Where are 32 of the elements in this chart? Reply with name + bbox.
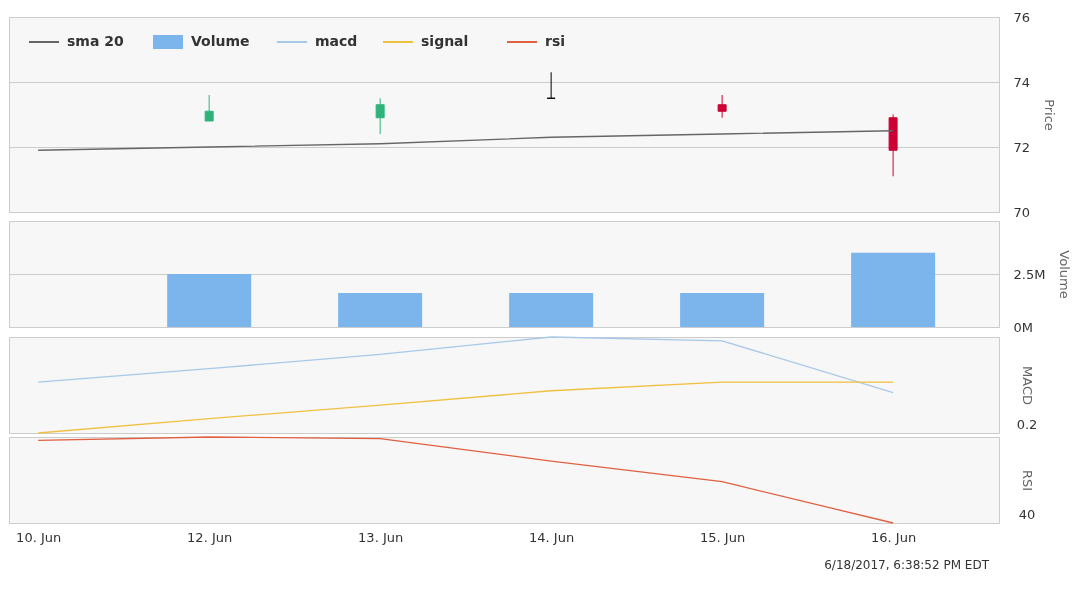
legend-label: macd (315, 33, 358, 49)
x-tick-label: 14. Jun (529, 529, 575, 545)
legend-label: signal (421, 33, 469, 49)
bar (851, 252, 936, 327)
text: 0.2 (1016, 417, 1038, 432)
y-tick-label: 70 (1013, 204, 1031, 220)
text: 40 (1018, 507, 1036, 522)
x-tick-label: 12. Jun (187, 529, 233, 545)
bar (509, 293, 594, 327)
bar (167, 274, 252, 327)
y-tick-label: 76 (1013, 9, 1031, 25)
y-tick-label: 2.5M (1013, 266, 1046, 282)
x-tick-label: 13. Jun (358, 529, 404, 545)
legend-label: rsi (545, 33, 566, 49)
x-tick-label: 10. Jun (16, 529, 62, 545)
text: 6/18/2017, 6:38:52 PM EDT (824, 558, 990, 572)
candlestick (375, 97, 385, 135)
y-tick-label: 72 (1013, 139, 1031, 155)
legend-label: Volume (191, 33, 250, 49)
y-tick-label: 0M (1013, 319, 1033, 335)
y-tick-label: 74 (1013, 74, 1031, 90)
candlestick (717, 94, 727, 119)
candlestick (204, 94, 214, 122)
y-axis-title: RSI (1019, 469, 1035, 492)
y-axis-title: MACD (1019, 366, 1035, 405)
legend-label: sma 20 (67, 33, 124, 49)
bar (338, 293, 423, 327)
y-axis-title: Price (1042, 99, 1058, 131)
x-tick-label: 16. Jun (871, 529, 917, 545)
x-tick-label: 15. Jun (700, 529, 746, 545)
y-axis-title: Volume (1057, 250, 1073, 299)
bar (680, 293, 765, 327)
